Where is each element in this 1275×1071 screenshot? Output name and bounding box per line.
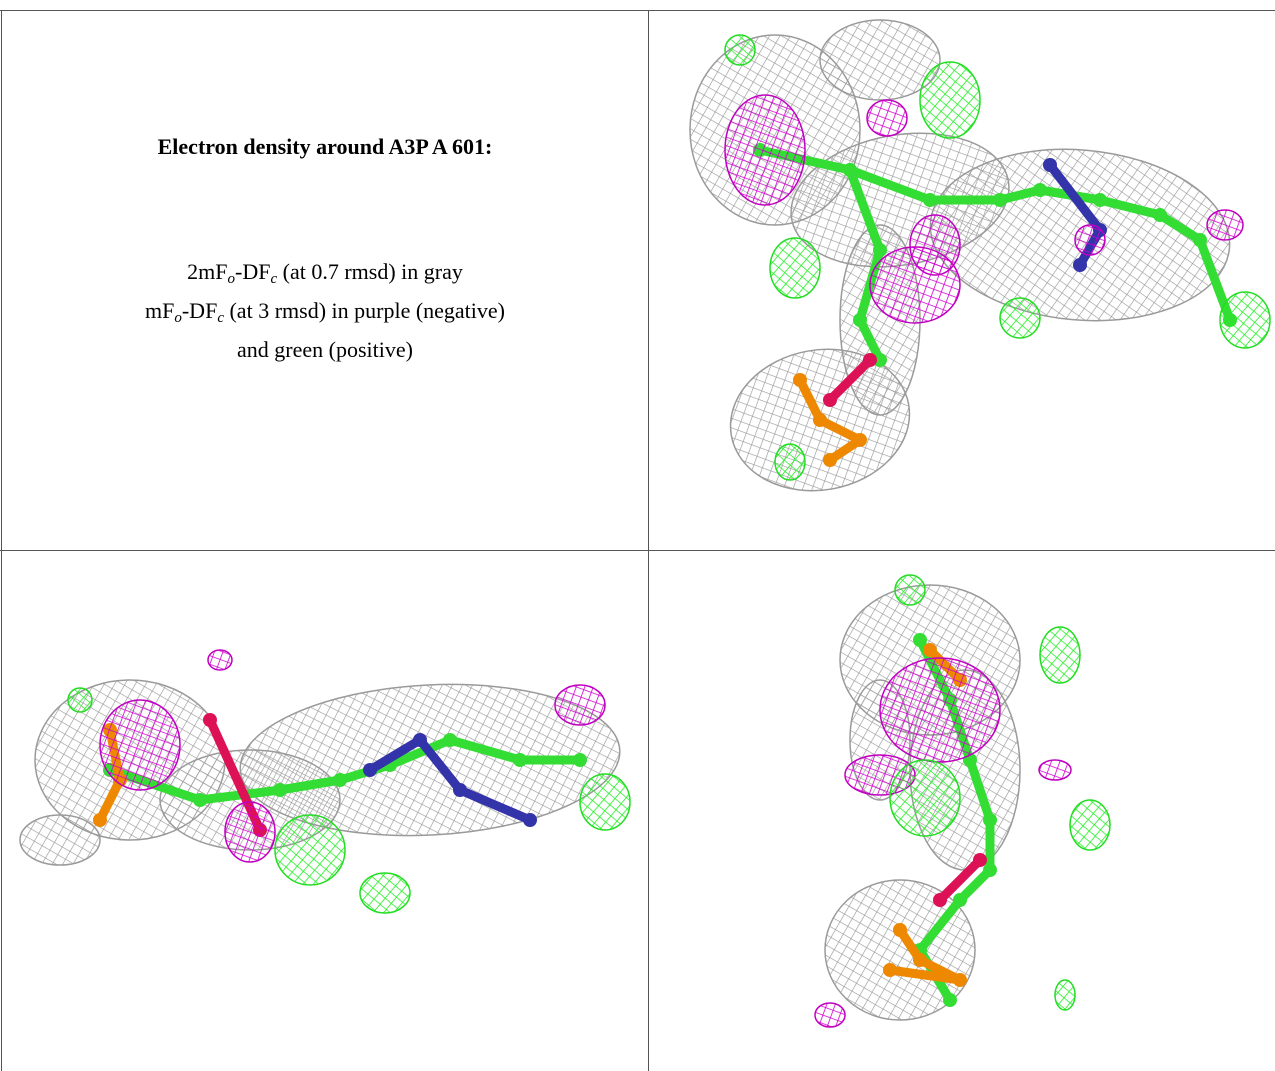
- legend-line: 2mFo-DFc (at 0.7 rmsd) in gray: [2, 256, 648, 295]
- negative-density-mesh: [554, 684, 606, 726]
- negative-density-mesh: [909, 214, 961, 276]
- atom: [923, 643, 937, 657]
- legend-text: (at 0.7 rmsd) in gray: [277, 259, 463, 284]
- atom: [1153, 208, 1167, 222]
- negative-density-mesh: [207, 649, 233, 671]
- atom: [1093, 193, 1107, 207]
- atom: [1193, 233, 1207, 247]
- atom: [1043, 158, 1057, 172]
- atom: [273, 783, 287, 797]
- legend-text: and green (positive): [237, 337, 413, 362]
- atom: [193, 793, 207, 807]
- table-borders: [0, 10, 1275, 1071]
- positive-density-mesh: [1219, 291, 1271, 349]
- atom: [873, 353, 887, 367]
- subscript: o: [227, 271, 236, 287]
- atom: [923, 193, 937, 207]
- atom: [843, 163, 857, 177]
- atom: [883, 963, 897, 977]
- legend-line: mFo-DFc (at 3 rmsd) in purple (negative): [2, 295, 648, 334]
- gray-density-mesh: [819, 19, 941, 101]
- positive-density-mesh: [999, 297, 1041, 339]
- atom: [983, 813, 997, 827]
- positive-density-mesh: [774, 443, 806, 481]
- negative-density-mesh: [99, 699, 181, 791]
- atom: [823, 393, 837, 407]
- legend-line: and green (positive): [2, 334, 648, 366]
- atom: [513, 753, 527, 767]
- subscript: o: [174, 310, 182, 326]
- negative-density-mesh: [1038, 759, 1072, 781]
- atom: [953, 893, 967, 907]
- atom: [893, 923, 907, 937]
- legend-text: (at 3 rmsd) in purple (negative): [223, 298, 505, 323]
- atom: [913, 953, 927, 967]
- atom: [453, 783, 467, 797]
- atom: [523, 813, 537, 827]
- negative-density-mesh: [1206, 209, 1244, 241]
- atom: [443, 733, 457, 747]
- positive-density-mesh: [769, 237, 821, 299]
- legend-text: -DF: [181, 298, 218, 323]
- negative-density-mesh: [1074, 224, 1106, 256]
- negative-density-mesh: [724, 94, 806, 206]
- positive-density-mesh: [919, 61, 981, 139]
- legend-text: 2mF: [187, 259, 228, 284]
- atom: [823, 453, 837, 467]
- caption-title: Electron density around A3P A 601:: [157, 134, 493, 159]
- negative-density-mesh: [224, 801, 276, 863]
- legend-text: -DF: [235, 259, 271, 284]
- atom: [943, 993, 957, 1007]
- negative-density-mesh: [879, 657, 1001, 763]
- bond: [885, 925, 965, 985]
- atom: [203, 713, 217, 727]
- bond: [935, 855, 985, 905]
- atom: [413, 733, 427, 747]
- atom: [973, 853, 987, 867]
- bond: [825, 355, 875, 405]
- atom: [873, 243, 887, 257]
- positive-density-mesh: [724, 34, 756, 66]
- positive-density-mesh: [894, 574, 926, 606]
- caption-legend: 2mFo-DFc (at 0.7 rmsd) in gray mFo-DFc (a…: [2, 256, 648, 366]
- positive-density-mesh: [579, 773, 631, 831]
- positive-density-mesh: [274, 814, 346, 886]
- atom: [933, 893, 947, 907]
- atom: [993, 193, 1007, 207]
- atom: [93, 813, 107, 827]
- positive-density-mesh: [1069, 799, 1111, 851]
- atom: [913, 633, 927, 647]
- atom: [813, 413, 827, 427]
- subscript: c: [217, 310, 224, 326]
- negative-density-mesh: [814, 1002, 846, 1028]
- positive-density-mesh: [1039, 626, 1081, 684]
- positive-density-mesh: [1054, 979, 1076, 1011]
- positive-density-mesh: [67, 687, 93, 713]
- atom: [863, 353, 877, 367]
- positive-density-mesh: [889, 759, 961, 837]
- positive-density-mesh: [359, 872, 411, 914]
- negative-density-mesh: [866, 99, 908, 137]
- atom: [793, 373, 807, 387]
- atom: [333, 773, 347, 787]
- atom: [1033, 183, 1047, 197]
- bond: [365, 735, 535, 825]
- subscript: c: [270, 271, 278, 287]
- atom: [1073, 258, 1087, 272]
- atom: [953, 973, 967, 987]
- gray-density-mesh: [19, 814, 101, 866]
- atom: [983, 863, 997, 877]
- atom: [363, 763, 377, 777]
- bond: [795, 375, 865, 465]
- density-renderings: [19, 19, 1271, 1028]
- legend-text: mF: [145, 298, 175, 323]
- atom: [853, 313, 867, 327]
- atom: [853, 433, 867, 447]
- atom: [573, 753, 587, 767]
